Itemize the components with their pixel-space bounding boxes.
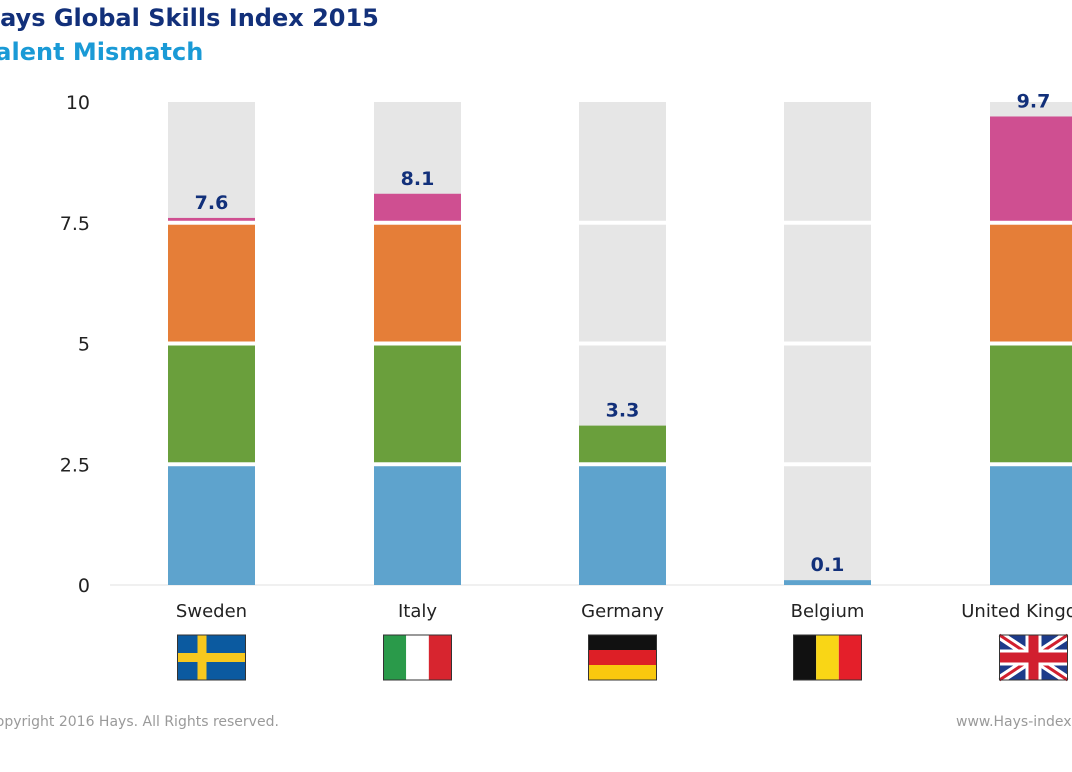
background-segment — [579, 102, 666, 221]
x-tick-label: Germany — [581, 601, 664, 622]
flag-border — [177, 634, 246, 681]
data-label: 7.6 — [195, 192, 229, 214]
bar-germany: 3.3 Germany — [579, 102, 666, 681]
bar-segment — [784, 580, 871, 585]
x-tick-label: Italy — [398, 601, 437, 622]
data-label: 8.1 — [401, 168, 435, 190]
sweden-flag-icon — [177, 634, 246, 681]
background-segment — [579, 224, 666, 342]
bar-italy: 8.1 Italy — [374, 102, 461, 681]
bar-segment — [168, 466, 255, 585]
bar-segment — [990, 345, 1072, 463]
flag-stripe — [406, 635, 429, 680]
background-segment — [784, 224, 871, 342]
bar-segment — [990, 466, 1072, 585]
x-tick-label: Sweden — [176, 601, 247, 622]
bar-united-kingdom: 9.7 United Kingdom — [961, 90, 1072, 684]
chart-title: Hays Global Skills Index 2015 — [0, 4, 379, 32]
y-tick-label: 7.5 — [60, 213, 90, 235]
united-kingdom-flag-icon — [997, 631, 1070, 684]
chart-subtitle: Talent Mismatch — [0, 38, 204, 66]
bar-segment — [579, 466, 666, 585]
bar-segment — [168, 224, 255, 342]
y-tick-label: 0 — [78, 575, 90, 597]
bar-segment — [374, 193, 461, 221]
flag-stripe — [588, 650, 657, 665]
data-label: 9.7 — [1017, 90, 1051, 112]
bar-segment — [374, 345, 461, 463]
flag-cross — [177, 653, 246, 662]
y-tick-label: 10 — [66, 92, 90, 114]
bar-segment — [990, 116, 1072, 221]
flag-stripe — [588, 635, 657, 650]
germany-flag-icon — [588, 634, 657, 681]
bar-segment — [579, 425, 666, 463]
data-label: 0.1 — [811, 554, 845, 576]
flag-stripe — [816, 635, 839, 680]
flag-stripe — [588, 665, 657, 680]
flag-stripe — [428, 635, 452, 680]
bar-segment — [990, 224, 1072, 342]
italy-flag-icon — [383, 634, 452, 681]
x-tick-label: United Kingdom — [961, 601, 1072, 622]
flag-stripe — [383, 635, 407, 680]
copyright-text: Copyright 2016 Hays. All Rights reserved… — [0, 714, 279, 730]
x-tick-label: Belgium — [791, 601, 865, 622]
belgium-flag-icon — [793, 634, 862, 681]
bar-segment — [168, 217, 255, 221]
bar-segment — [168, 345, 255, 463]
bar-segment — [374, 224, 461, 342]
y-tick-label: 2.5 — [60, 454, 90, 476]
flag-stripe — [793, 635, 817, 680]
flag-border — [383, 634, 452, 681]
flag-cross — [999, 652, 1068, 663]
flag-border — [588, 634, 657, 681]
flag-stripe — [838, 635, 862, 680]
background-segment — [168, 102, 255, 221]
y-tick-label: 5 — [78, 334, 90, 356]
bar-segment — [374, 466, 461, 585]
background-segment — [784, 466, 871, 585]
background-segment — [784, 102, 871, 221]
website-link[interactable]: www.Hays-index.com — [956, 714, 1072, 730]
flag-border — [999, 634, 1068, 681]
data-label: 3.3 — [606, 400, 640, 422]
flag-border — [793, 634, 862, 681]
bar-sweden: 7.6 Sweden — [168, 102, 255, 681]
background-segment — [784, 345, 871, 463]
bar-belgium: 0.1 Belgium — [784, 102, 871, 681]
